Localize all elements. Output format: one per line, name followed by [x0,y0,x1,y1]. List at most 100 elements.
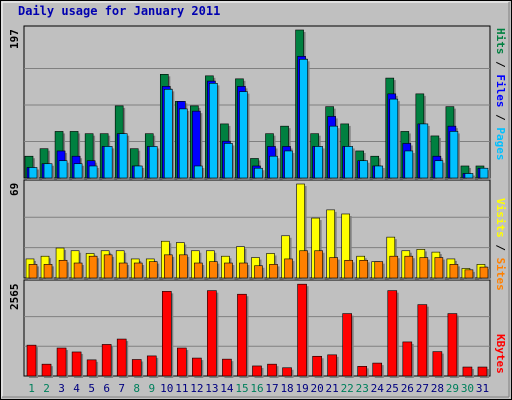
bar-pages-day-12 [194,165,203,179]
x-tick-label-day-16: 16 [250,382,263,395]
legend-sites: Sites [494,257,507,291]
bar-sites-day-27 [419,257,429,279]
bar-sites-day-21 [329,257,338,279]
bar-pages-day-16 [254,167,263,179]
bar-pages-day-24 [374,165,384,179]
bar-sites-day-4 [73,262,83,279]
x-tick-label-day-5: 5 [88,382,95,395]
bar-pages-day-2 [43,163,53,179]
x-tick-label-day-26: 26 [401,382,414,395]
bar-sites-day-24 [374,261,384,279]
x-tick-label-day-13: 13 [205,382,218,395]
x-tick-label-day-30: 30 [461,382,474,395]
bar-pages-day-26 [404,150,414,179]
bar-sites-day-19 [299,250,308,279]
bar-sites-day-25 [389,255,399,279]
legend-hits-files-pages: Hits / Files / Pages [494,28,507,161]
bar-sites-day-3 [58,259,68,279]
x-tick-label-day-17: 17 [265,382,278,395]
bar-sites-day-26 [404,255,414,279]
bar-sites-day-30 [464,269,474,279]
legend-visits: Visits [494,198,507,238]
bar-pages-day-6 [103,146,113,179]
x-tick-label-day-14: 14 [220,382,234,395]
x-tick-label-day-20: 20 [311,382,324,395]
bar-pages-day-3 [58,160,68,179]
bar-kbytes-day-9 [146,355,157,377]
legend-pages: Pages [494,127,507,161]
bar-sites-day-29 [449,264,459,279]
bar-kbytes-day-19 [297,283,307,377]
legend-hits: Hits [494,28,507,55]
x-tick-label-day-31: 31 [476,382,489,395]
bar-pages-day-23 [359,160,369,179]
x-tick-label-day-3: 3 [58,382,65,395]
bar-sites-day-22 [344,259,353,279]
bar-pages-day-1 [28,167,38,179]
bar-sites-day-1 [28,264,38,279]
bar-sites-day-2 [43,264,53,279]
x-tick-label-day-1: 1 [28,382,35,395]
bar-kbytes-day-12 [192,357,202,377]
bar-sites-day-7 [118,262,128,279]
x-tick-label-day-4: 4 [73,382,80,395]
bar-sites-day-8 [133,262,143,279]
bar-pages-day-8 [133,165,143,179]
x-tick-label-day-9: 9 [148,382,155,395]
bar-kbytes-day-29 [447,313,458,377]
bar-kbytes-day-6 [101,344,112,377]
y-max-label-visits: 69 [8,182,21,196]
x-tick-label-day-29: 29 [446,382,459,395]
bar-sites-day-11 [179,254,188,279]
bar-pages-day-10 [163,89,173,179]
x-tick-label-day-23: 23 [356,382,369,395]
x-tick-label-day-11: 11 [175,382,188,395]
bar-pages-day-7 [118,133,128,179]
bar-kbytes-day-21 [327,354,337,377]
bar-sites-day-6 [103,254,113,279]
x-tick-label-day-19: 19 [295,382,308,395]
legend-kbytes: KBytes [494,334,507,374]
bar-kbytes-day-20 [312,355,322,377]
bar-kbytes-day-14 [222,358,232,377]
bar-pages-day-22 [344,146,353,179]
bar-sites-day-10 [163,254,173,279]
bar-sites-day-5 [88,255,98,279]
x-tick-label-day-24: 24 [371,382,385,395]
y-max-label-kbytes: 2565 [8,283,21,311]
bar-kbytes-day-27 [417,304,428,377]
bar-kbytes-day-28 [432,351,443,377]
bar-kbytes-day-10 [161,291,172,377]
bar-pages-day-28 [434,160,444,179]
bar-kbytes-day-13 [207,290,217,377]
bar-pages-day-14 [224,143,233,179]
x-tick-label-day-2: 2 [43,382,50,395]
bar-pages-day-13 [209,83,218,179]
bar-kbytes-day-7 [116,338,127,377]
bar-sites-day-13 [209,261,218,279]
bar-pages-day-11 [179,108,188,179]
bar-pages-day-25 [389,98,399,179]
bar-kbytes-day-25 [387,290,398,377]
bar-pages-day-27 [419,123,429,179]
bar-sites-day-12 [194,262,203,279]
x-tick-label-day-15: 15 [235,382,248,395]
bar-sites-day-17 [269,264,278,279]
bar-kbytes-day-5 [86,359,97,377]
bar-kbytes-day-26 [402,341,413,377]
bar-kbytes-day-1 [26,344,37,377]
bar-sites-day-15 [239,262,248,279]
x-tick-label-day-21: 21 [326,382,339,395]
bar-sites-day-28 [434,257,444,279]
x-tick-label-day-22: 22 [341,382,354,395]
bar-sites-day-16 [254,265,263,279]
x-tick-label-day-8: 8 [133,382,140,395]
x-tick-label-day-25: 25 [386,382,399,395]
bar-kbytes-day-4 [71,351,82,377]
bar-pages-day-4 [73,163,83,179]
x-tick-label-day-10: 10 [160,382,173,395]
bar-kbytes-day-11 [177,347,187,377]
x-tick-label-day-7: 7 [118,382,125,395]
